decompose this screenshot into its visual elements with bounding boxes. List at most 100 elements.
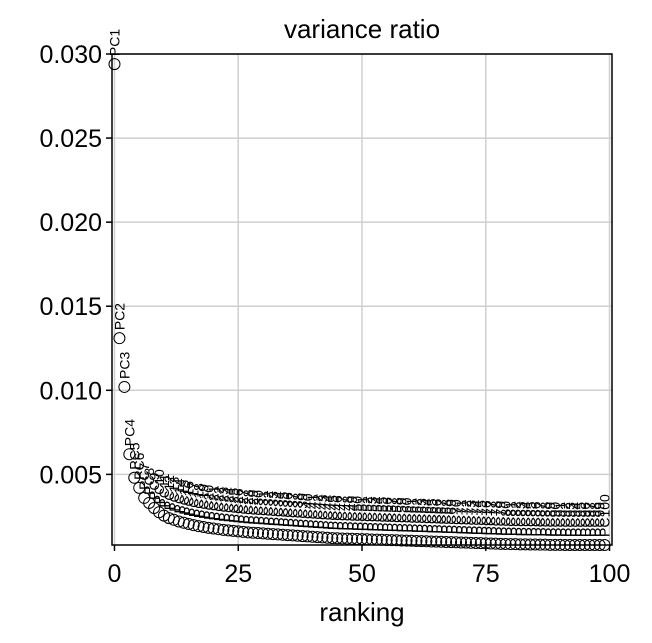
- data-point: [266, 528, 279, 541]
- point-label: PC50: [349, 496, 365, 531]
- point-label: PC66: [428, 498, 444, 533]
- point-label: PC29: [245, 489, 261, 524]
- data-point: [464, 536, 477, 549]
- point-label: PC53: [364, 496, 380, 531]
- point-label: PC23: [215, 487, 231, 522]
- data-point: [202, 521, 215, 534]
- data-point: [360, 533, 373, 546]
- point-label: PC37: [285, 492, 301, 527]
- x-tick-label: 100: [589, 560, 631, 588]
- point-label: PC40: [300, 493, 316, 528]
- point-label: PC79: [493, 501, 509, 536]
- point-label: PC78: [488, 500, 504, 535]
- point-label: PC97: [582, 502, 598, 537]
- point-label: PC2: [111, 303, 127, 330]
- data-point: [128, 471, 141, 484]
- y-tick-label: 0.020: [39, 209, 102, 237]
- point-label: PC56: [379, 497, 395, 532]
- point-label: PC67: [433, 499, 449, 534]
- data-point: [182, 517, 195, 530]
- point-label: PC69: [443, 499, 459, 534]
- x-tick-label: 25: [224, 560, 252, 588]
- point-label: PC9: [146, 473, 162, 500]
- point-label: PC61: [404, 498, 420, 533]
- point-label: PC8: [141, 468, 157, 495]
- point-label: PC77: [483, 500, 499, 535]
- point-label: PC44: [319, 495, 335, 530]
- point-label: PC18: [191, 483, 207, 518]
- data-point: [410, 534, 423, 547]
- point-label: PC81: [503, 501, 519, 536]
- point-label: PC26: [230, 488, 246, 523]
- point-label: PC17: [186, 482, 202, 517]
- point-label: PC94: [567, 502, 583, 537]
- data-point: [222, 524, 235, 537]
- point-label: PC48: [339, 495, 355, 530]
- data-point: [459, 536, 472, 549]
- data-point: [326, 532, 339, 545]
- data-point: [311, 531, 324, 544]
- data-point: [484, 537, 497, 550]
- point-label: PC19: [196, 484, 212, 519]
- data-point: [375, 533, 388, 546]
- point-label: PC7: [136, 462, 152, 489]
- point-labels: PC1PC2PC3PC4PC5PC6PC7PC8PC9PC10PC11PC12P…: [106, 29, 612, 537]
- data-point: [390, 534, 403, 547]
- point-label: PC32: [260, 490, 276, 525]
- point-label: PC88: [537, 501, 553, 536]
- data-point: [187, 519, 200, 532]
- point-label: PC64: [418, 498, 434, 533]
- data-point: [321, 531, 334, 544]
- point-label: PC59: [394, 497, 410, 532]
- y-tick-label: 0.015: [39, 293, 102, 321]
- data-point: [118, 380, 131, 393]
- point-label: PC86: [527, 501, 543, 536]
- point-label: PC6: [131, 452, 147, 479]
- point-label: PC1: [106, 29, 122, 56]
- point-label: PC70: [448, 499, 464, 534]
- data-point: [380, 533, 393, 546]
- x-tick-label: 50: [348, 560, 376, 588]
- data-point: [113, 332, 126, 345]
- data-point: [509, 538, 522, 551]
- point-label: PC42: [309, 494, 325, 529]
- point-label: PC4: [121, 419, 137, 446]
- point-label: PC68: [438, 499, 454, 534]
- data-point: [291, 529, 304, 542]
- point-label: PC76: [478, 500, 494, 535]
- data-point: [261, 527, 274, 540]
- data-point: [296, 530, 309, 543]
- point-label: PC95: [572, 502, 588, 537]
- point-label: PC20: [201, 485, 217, 520]
- data-point: [217, 523, 230, 536]
- point-label: PC91: [552, 502, 568, 537]
- y-tick-label: 0.010: [39, 377, 102, 405]
- data-point: [395, 534, 408, 547]
- point-label: PC82: [507, 501, 523, 536]
- x-tick-label: 75: [472, 560, 500, 588]
- data-point: [133, 481, 146, 494]
- point-label: PC46: [329, 495, 345, 530]
- point-label: PC99: [592, 502, 608, 537]
- data-point: [108, 58, 121, 71]
- point-label: PC36: [280, 492, 296, 527]
- point-label: PC10: [151, 469, 167, 504]
- point-label: PC87: [532, 501, 548, 536]
- data-point: [316, 531, 329, 544]
- data-point: [499, 537, 512, 550]
- point-label: PC43: [314, 494, 330, 529]
- point-label: PC25: [225, 488, 241, 523]
- point-label: PC49: [344, 496, 360, 531]
- x-tick-label: 0: [108, 560, 122, 588]
- data-point: [474, 537, 487, 550]
- point-label: PC16: [181, 481, 197, 516]
- point-label: PC65: [423, 498, 439, 533]
- data-point: [252, 527, 265, 540]
- point-label: PC33: [265, 491, 281, 526]
- data-point: [301, 530, 314, 543]
- point-label: PC5: [126, 442, 142, 469]
- point-label: PC21: [205, 485, 221, 520]
- data-point: [247, 526, 260, 539]
- data-point: [494, 537, 507, 550]
- data-point: [197, 521, 210, 534]
